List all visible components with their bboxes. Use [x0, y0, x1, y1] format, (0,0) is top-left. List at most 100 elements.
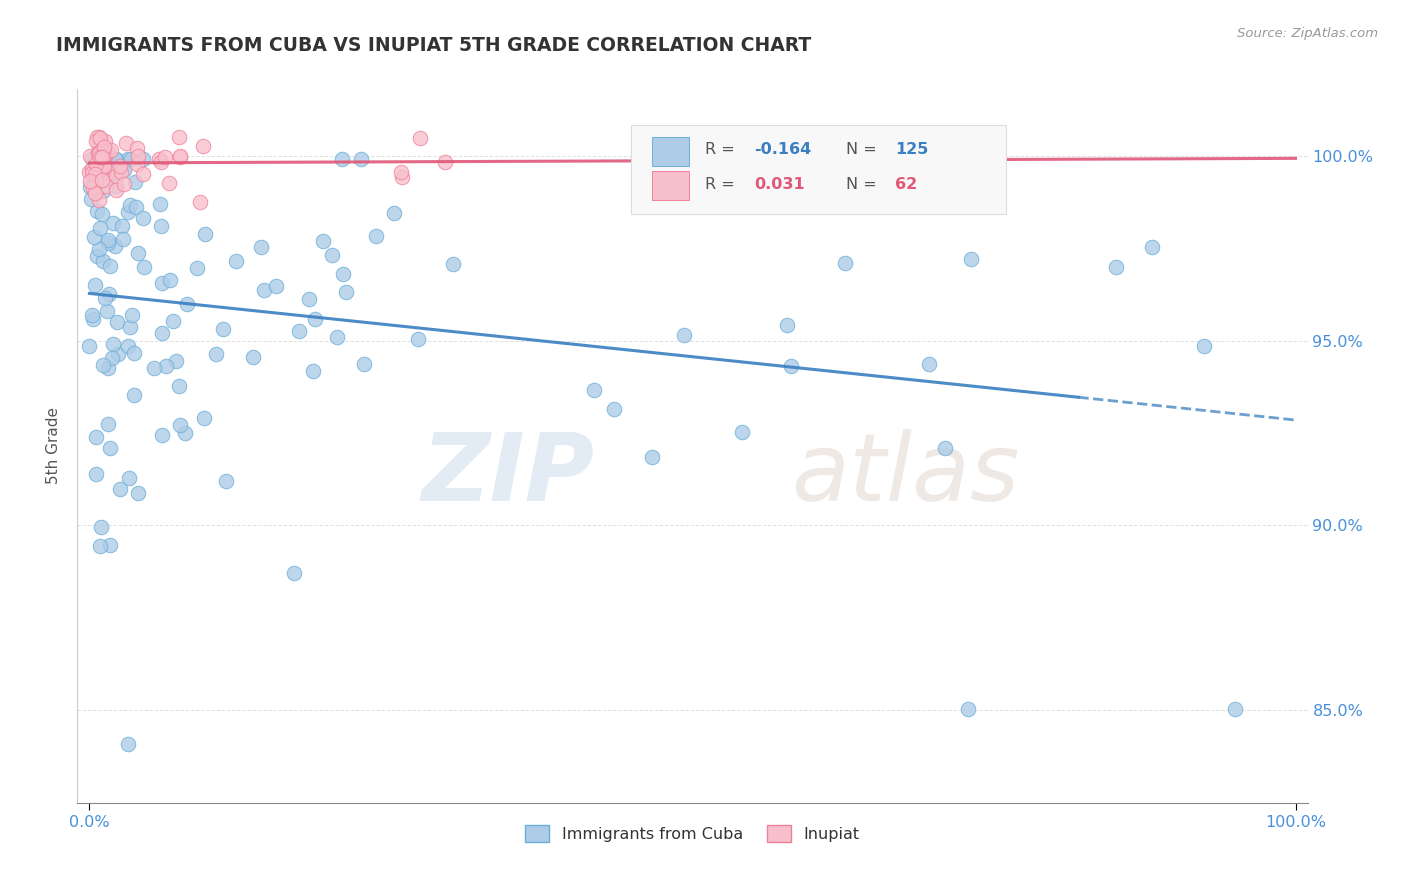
- Point: [132, 153, 155, 167]
- Point: [409, 131, 432, 145]
- Point: [97, 417, 120, 432]
- Point: [110, 165, 132, 179]
- Point: [111, 219, 134, 233]
- Point: [159, 272, 181, 286]
- Point: [97, 234, 120, 248]
- Point: [176, 297, 198, 311]
- Point: [433, 154, 456, 169]
- Point: [89, 221, 111, 235]
- Point: [149, 155, 172, 169]
- Point: [779, 359, 801, 373]
- Point: [91, 359, 114, 373]
- Point: [312, 234, 335, 248]
- Point: [80, 166, 103, 180]
- Point: [332, 267, 354, 281]
- Point: [107, 346, 129, 360]
- Point: [105, 178, 128, 193]
- Point: [93, 150, 115, 164]
- Point: [90, 150, 112, 164]
- Point: [297, 292, 319, 306]
- Point: [918, 357, 941, 371]
- Point: [108, 159, 131, 173]
- Point: [79, 165, 101, 179]
- Point: [125, 157, 148, 171]
- Point: [86, 249, 108, 263]
- Point: [93, 159, 115, 173]
- Point: [731, 425, 754, 440]
- Point: [121, 308, 143, 322]
- Point: [112, 177, 135, 191]
- Point: [167, 379, 190, 393]
- Point: [83, 186, 105, 201]
- Point: [165, 354, 187, 368]
- Point: [98, 259, 121, 273]
- Point: [391, 170, 413, 185]
- Point: [283, 566, 305, 580]
- Point: [87, 146, 110, 161]
- Text: ZIP: ZIP: [422, 428, 595, 521]
- Text: R =: R =: [704, 177, 740, 192]
- Text: IMMIGRANTS FROM CUBA VS INUPIAT 5TH GRADE CORRELATION CHART: IMMIGRANTS FROM CUBA VS INUPIAT 5TH GRAD…: [56, 36, 811, 54]
- Point: [91, 144, 114, 158]
- Point: [143, 361, 166, 376]
- Point: [79, 174, 101, 188]
- Point: [86, 430, 108, 444]
- Point: [104, 239, 127, 253]
- Point: [87, 148, 110, 162]
- Point: [242, 350, 264, 364]
- Point: [169, 417, 191, 432]
- Point: [89, 153, 111, 167]
- Point: [87, 242, 110, 256]
- Point: [105, 315, 128, 329]
- Point: [122, 346, 145, 360]
- Point: [253, 283, 276, 297]
- Point: [98, 537, 121, 551]
- Point: [89, 137, 111, 152]
- Point: [87, 194, 110, 208]
- Point: [934, 441, 956, 455]
- Point: [104, 169, 127, 183]
- Point: [1192, 339, 1215, 353]
- Point: [84, 175, 107, 189]
- Point: [301, 364, 323, 378]
- Point: [132, 211, 155, 225]
- Point: [215, 474, 238, 488]
- Text: -0.164: -0.164: [754, 143, 811, 157]
- Point: [89, 131, 111, 145]
- Point: [91, 184, 114, 198]
- Point: [100, 351, 122, 366]
- Point: [94, 134, 117, 148]
- Point: [225, 254, 247, 268]
- Point: [1140, 240, 1163, 254]
- Point: [83, 230, 105, 244]
- Point: [104, 153, 127, 167]
- Point: [103, 161, 125, 176]
- Point: [157, 176, 180, 190]
- Point: [96, 361, 118, 376]
- Point: [96, 147, 118, 161]
- Point: [776, 318, 799, 332]
- Point: [330, 153, 353, 167]
- Text: N =: N =: [846, 177, 882, 192]
- Point: [641, 450, 664, 465]
- Point: [93, 164, 115, 178]
- Point: [103, 336, 125, 351]
- Y-axis label: 5th Grade: 5th Grade: [46, 408, 62, 484]
- Point: [89, 130, 111, 145]
- Point: [98, 441, 121, 455]
- Point: [174, 426, 197, 441]
- Point: [389, 165, 412, 179]
- Point: [79, 338, 101, 352]
- Point: [149, 219, 172, 233]
- Point: [80, 308, 103, 322]
- Point: [335, 285, 357, 299]
- Text: Source: ZipAtlas.com: Source: ZipAtlas.com: [1237, 27, 1378, 40]
- Point: [94, 179, 117, 194]
- Point: [132, 167, 155, 181]
- Point: [124, 200, 146, 214]
- Point: [441, 257, 464, 271]
- Point: [169, 149, 191, 163]
- Text: N =: N =: [846, 143, 882, 157]
- Point: [150, 326, 173, 340]
- Point: [86, 130, 108, 145]
